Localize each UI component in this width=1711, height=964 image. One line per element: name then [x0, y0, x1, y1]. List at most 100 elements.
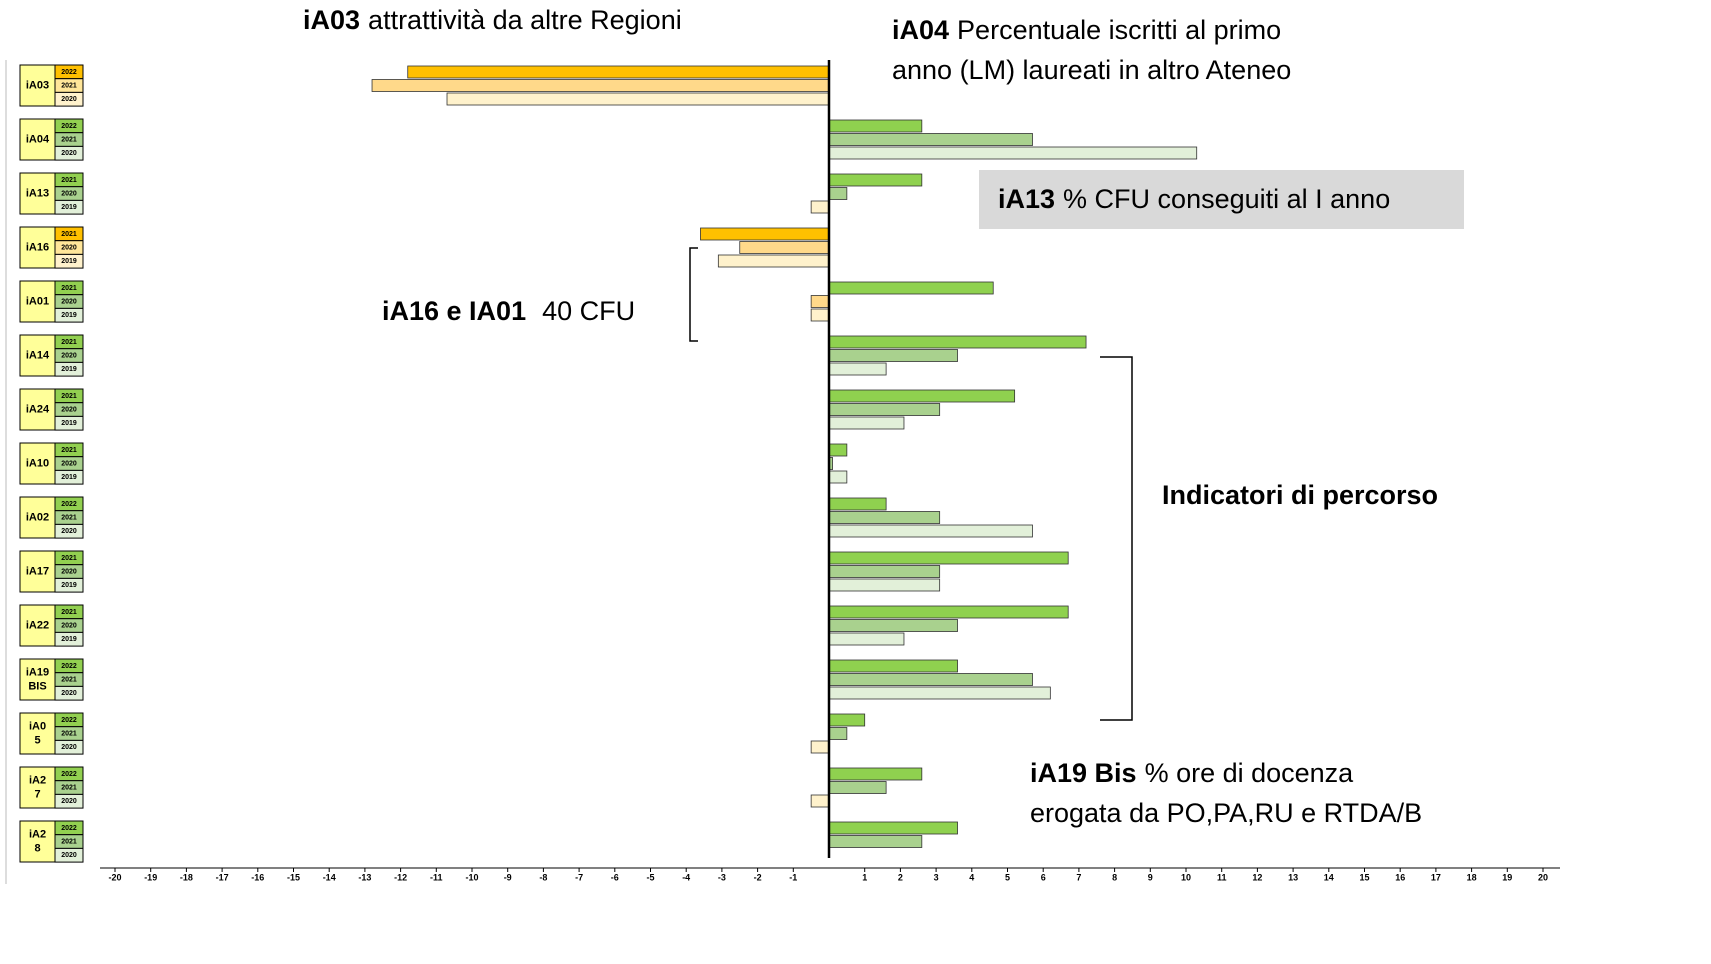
- group-label-cell: [19, 118, 56, 161]
- bar: [828, 281, 994, 295]
- annotation-bold: iA04: [892, 15, 949, 45]
- year-label: 2020: [61, 150, 77, 157]
- x-tick-label: 3: [934, 872, 939, 882]
- year-label: 2021: [61, 731, 77, 738]
- annotation-bold: iA16 e IA01: [382, 296, 526, 326]
- annotation-text: % CFU conseguiti al I anno: [1063, 184, 1390, 214]
- bar: [828, 497, 887, 511]
- year-label: 2020: [61, 96, 77, 103]
- year-cell: [54, 847, 84, 863]
- bar: [810, 794, 830, 808]
- year-cell: [54, 199, 84, 215]
- group-label: 7: [34, 788, 40, 800]
- year-label: 2022: [61, 717, 77, 724]
- bar: [810, 200, 830, 214]
- year-cell: [54, 361, 84, 377]
- bar: [828, 146, 1198, 160]
- year-label: 2020: [61, 299, 77, 306]
- year-label: 2021: [61, 677, 77, 684]
- x-tick-label: -6: [611, 872, 619, 882]
- year-cell: [54, 253, 84, 269]
- bar: [739, 241, 830, 254]
- bar: [828, 119, 923, 133]
- x-tick-label: -7: [575, 872, 583, 882]
- x-tick-label: -19: [144, 872, 157, 882]
- group-label-cell: [19, 280, 56, 323]
- x-tick-label: -13: [358, 872, 371, 882]
- annotation: iA16 e IA01 40 CFU: [382, 296, 635, 326]
- annotation-text: attrattività da altre Regioni: [368, 5, 682, 35]
- x-tick-label: -15: [287, 872, 300, 882]
- bar: [717, 254, 830, 268]
- group-label-cell: [19, 442, 56, 485]
- annotation-bold: Indicatori di percorso: [1162, 480, 1438, 510]
- year-label: 2021: [61, 231, 77, 238]
- year-label: 2020: [61, 852, 77, 859]
- year-label: 2019: [61, 636, 77, 643]
- annotation-bold: iA03: [303, 5, 360, 35]
- x-tick-label: 8: [1112, 872, 1117, 882]
- bar: [371, 79, 830, 92]
- x-tick-label: -18: [180, 872, 193, 882]
- bar: [828, 389, 1016, 403]
- bar: [828, 632, 905, 646]
- year-label: 2020: [61, 623, 77, 630]
- group-label: iA14: [26, 349, 50, 361]
- year-cell: [54, 685, 84, 701]
- year-cell: [54, 91, 84, 107]
- year-label: 2021: [61, 339, 77, 346]
- bar: [810, 308, 830, 322]
- bar: [828, 511, 941, 524]
- x-tick-label: -12: [394, 872, 407, 882]
- year-label: 2019: [61, 420, 77, 427]
- group-label: iA2: [29, 828, 46, 840]
- annotation: iA03 attrattività da altre Regioni: [303, 5, 682, 35]
- x-tick-label: -11: [430, 872, 443, 882]
- group-label: iA24: [26, 403, 50, 415]
- group-label-cell: [19, 496, 56, 539]
- annotation-bold: iA13: [998, 184, 1055, 214]
- year-cell: [54, 145, 84, 161]
- year-label: 2020: [61, 744, 77, 751]
- group-label: iA17: [26, 565, 49, 577]
- year-label: 2022: [61, 771, 77, 778]
- group-label: iA19: [26, 666, 49, 678]
- year-label: 2020: [61, 690, 77, 697]
- bar: [828, 173, 923, 187]
- x-tick-label: 18: [1467, 872, 1477, 882]
- year-label: 2020: [61, 569, 77, 576]
- x-tick-label: 7: [1076, 872, 1081, 882]
- annotation-text: % ore di docenza: [1145, 758, 1355, 788]
- year-label: 2021: [61, 515, 77, 522]
- group-label-cell: [19, 64, 56, 107]
- group-label: 8: [34, 842, 40, 854]
- year-label: 2022: [61, 663, 77, 670]
- annotation: Indicatori di percorso: [1162, 480, 1438, 510]
- x-tick-label: -1: [789, 872, 797, 882]
- group-label: iA13: [26, 187, 49, 199]
- year-cell: [54, 739, 84, 755]
- year-label: 2020: [61, 191, 77, 198]
- group-label: iA10: [26, 457, 49, 469]
- x-tick-label: 2: [898, 872, 903, 882]
- x-tick-label: -5: [646, 872, 654, 882]
- x-tick-label: -3: [718, 872, 726, 882]
- annotation-bold: iA19 Bis: [1030, 758, 1137, 788]
- bar: [700, 227, 830, 241]
- x-tick-label: -4: [682, 872, 690, 882]
- year-label: 2020: [61, 245, 77, 252]
- annotation-text: anno (LM) laureati in altro Ateneo: [892, 55, 1291, 85]
- bar: [828, 673, 1033, 686]
- x-tick-label: 1: [862, 872, 867, 882]
- bar: [828, 821, 958, 835]
- bar: [828, 565, 941, 578]
- year-label: 2021: [61, 83, 77, 90]
- x-tick-label: 12: [1252, 872, 1262, 882]
- x-tick-label: 11: [1217, 872, 1227, 882]
- x-tick-label: -16: [251, 872, 264, 882]
- year-label: 2022: [61, 69, 77, 76]
- year-label: 2020: [61, 528, 77, 535]
- group-label: iA03: [26, 79, 49, 91]
- bar: [828, 551, 1069, 565]
